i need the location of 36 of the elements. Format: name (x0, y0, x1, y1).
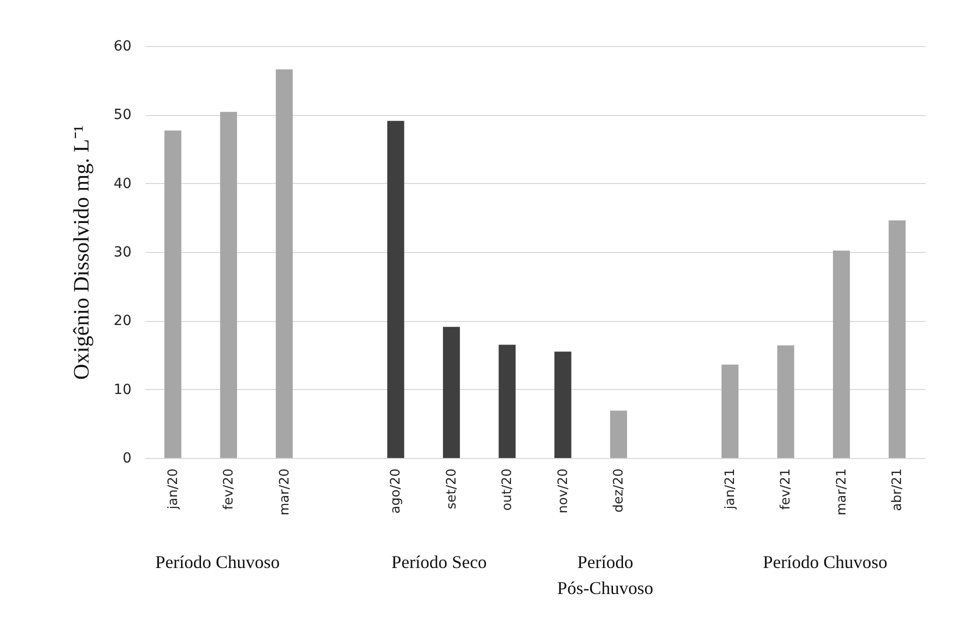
x-tick-label: mar/20 (277, 468, 292, 516)
x-tick-label: ago/20 (388, 468, 404, 514)
y-tick-label: 60 (114, 38, 132, 54)
text: Período Chuvoso (762, 552, 888, 572)
bar (832, 250, 850, 458)
y-axis-title: Oxigênio Dissolvido mg. L⁻¹ (68, 125, 94, 380)
x-tick-label: set/20 (444, 468, 460, 510)
bar (387, 120, 404, 458)
y-tick-label: 10 (114, 382, 132, 398)
x-tick-label: fev/21 (778, 468, 794, 510)
bar (777, 345, 794, 458)
text: Período Seco (391, 552, 487, 572)
text: Período Chuvoso (155, 552, 280, 572)
x-tick-label: dez/20 (612, 468, 627, 512)
bar (888, 220, 906, 458)
bar (498, 344, 516, 458)
y-tick-label: 40 (114, 176, 132, 192)
y-tick-label: 20 (114, 313, 132, 330)
x-tick-label: abr/21 (890, 468, 906, 511)
bar (442, 326, 460, 458)
y-tick-label: 30 (114, 244, 132, 260)
x-tick-label: mar/21 (834, 468, 850, 516)
bar (164, 130, 182, 458)
y-tick-label: 50 (114, 107, 132, 124)
x-tick-label: nov/20 (556, 468, 571, 514)
bar (220, 112, 238, 458)
bar (722, 364, 738, 458)
x-tick-label: jan/20 (166, 468, 181, 510)
bar (610, 410, 628, 458)
x-tick-label: jan/21 (723, 468, 738, 510)
text: Período Pós-Chuvoso (557, 552, 654, 598)
bar (276, 69, 293, 458)
x-tick-label: fev/20 (222, 468, 237, 510)
y-tick-label: 0 (122, 450, 132, 466)
bar (554, 352, 572, 458)
x-tick-label: out/20 (500, 468, 516, 511)
